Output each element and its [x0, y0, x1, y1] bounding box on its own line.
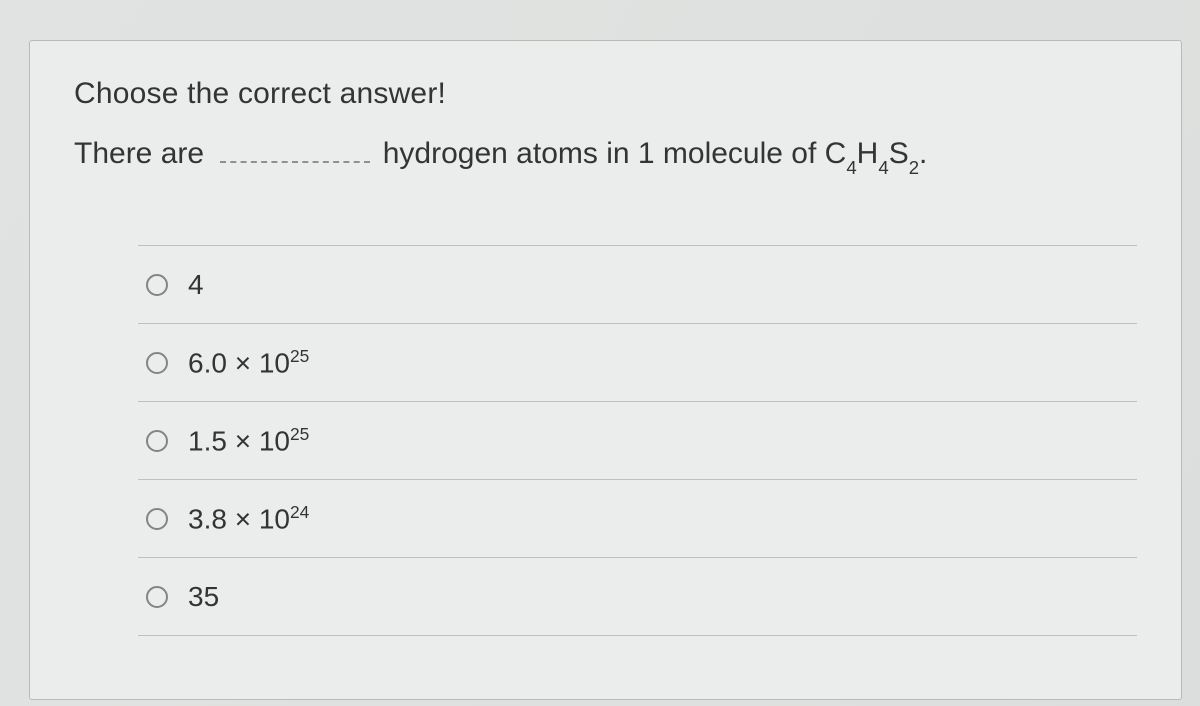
option-label: 4	[188, 269, 204, 301]
question-text: There are hydrogen atoms in 1 molecule o…	[74, 137, 1137, 175]
radio-icon	[146, 586, 168, 608]
chemical-formula: C4H4S2	[825, 137, 919, 170]
question-suffix: hydrogen atoms in 1 molecule of	[374, 137, 824, 170]
option-4[interactable]: 3.8 × 1024	[138, 480, 1137, 558]
radio-icon	[146, 508, 168, 530]
option-3[interactable]: 1.5 × 1025	[138, 402, 1137, 480]
option-1[interactable]: 4	[138, 246, 1137, 324]
fill-blank	[220, 147, 370, 164]
radio-icon	[146, 274, 168, 296]
option-label: 35	[188, 581, 219, 613]
radio-icon	[146, 430, 168, 452]
option-5[interactable]: 35	[138, 558, 1137, 636]
radio-icon	[146, 352, 168, 374]
question-tail: .	[919, 137, 927, 170]
option-label: 1.5 × 1025	[188, 424, 309, 457]
option-2[interactable]: 6.0 × 1025	[138, 324, 1137, 402]
page: Choose the correct answer! There are hyd…	[0, 0, 1200, 706]
question-prefix: There are	[74, 137, 212, 170]
prompt-text: Choose the correct answer!	[74, 77, 1137, 111]
option-label: 3.8 × 1024	[188, 502, 309, 535]
question-card: Choose the correct answer! There are hyd…	[29, 40, 1182, 700]
options-list: 4 6.0 × 1025 1.5 × 1025 3.8 × 1024 35	[138, 245, 1137, 636]
option-label: 6.0 × 1025	[188, 346, 309, 379]
